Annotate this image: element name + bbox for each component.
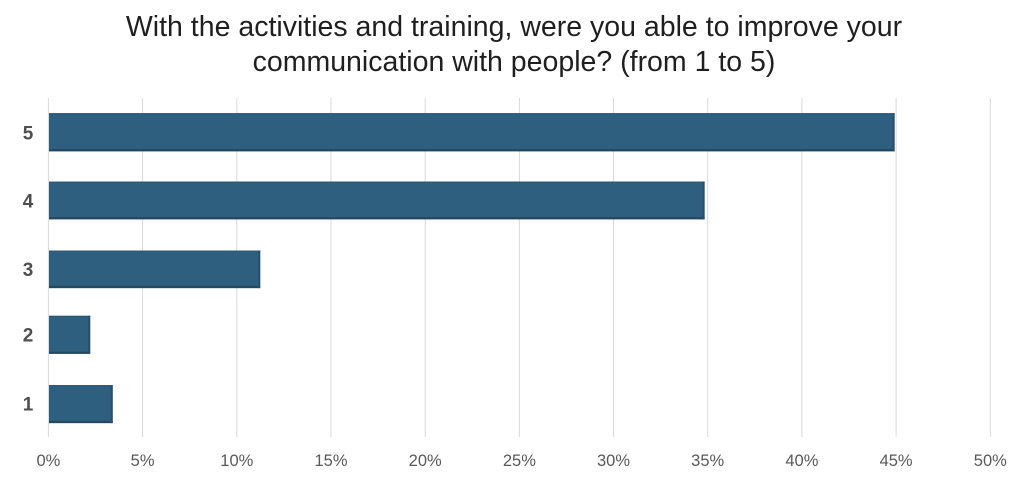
svg-text:5: 5 bbox=[23, 124, 34, 145]
svg-text:40%: 40% bbox=[785, 452, 818, 470]
svg-text:With the activities and traini: With the activities and training, were y… bbox=[126, 11, 903, 43]
svg-text:15%: 15% bbox=[314, 452, 347, 470]
svg-text:0%: 0% bbox=[36, 452, 60, 470]
svg-text:20%: 20% bbox=[409, 452, 442, 470]
svg-text:1: 1 bbox=[23, 395, 34, 416]
svg-text:communication with people? (fr: communication with people? (from 1 to 5) bbox=[253, 46, 776, 78]
svg-text:30%: 30% bbox=[597, 452, 630, 470]
svg-text:4: 4 bbox=[23, 192, 34, 213]
svg-text:25%: 25% bbox=[503, 452, 536, 470]
svg-text:45%: 45% bbox=[880, 452, 913, 470]
svg-text:3: 3 bbox=[23, 260, 34, 281]
svg-text:10%: 10% bbox=[220, 452, 253, 470]
svg-text:50%: 50% bbox=[974, 452, 1007, 470]
svg-text:2: 2 bbox=[23, 326, 34, 347]
svg-text:35%: 35% bbox=[691, 452, 724, 470]
svg-text:5%: 5% bbox=[131, 452, 155, 470]
